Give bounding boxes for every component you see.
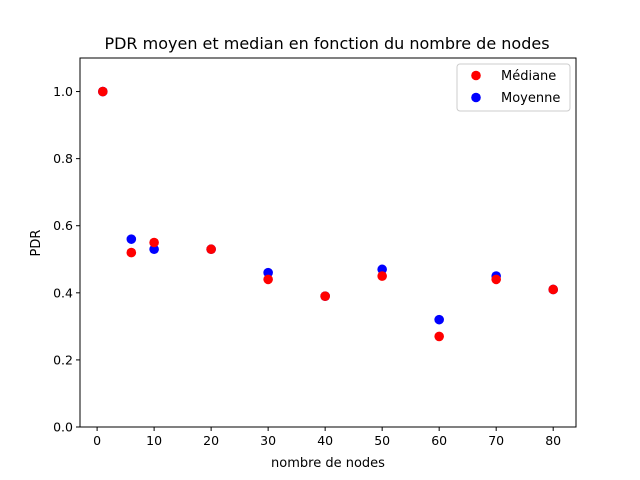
point-moyenne: [434, 314, 444, 325]
point-moyenne: [263, 267, 273, 278]
y-tick-label: 0.8: [53, 151, 73, 166]
legend-box: [456, 63, 571, 112]
y-tick-label: 0.2: [53, 352, 73, 367]
x-axis-ticks: 0 10 20 30 40 50 60 70 80: [93, 427, 561, 448]
point-mediane: [491, 274, 501, 285]
x-tick-label: 20: [203, 433, 219, 448]
point-mediane: [98, 86, 108, 97]
data-points: [98, 86, 558, 342]
y-tick-label: 1.0: [53, 84, 73, 99]
x-tick-label: 0: [93, 433, 101, 448]
x-tick-label: 30: [260, 433, 276, 448]
legend-marker: [471, 92, 481, 103]
legend: Médiane Moyenne: [456, 63, 571, 112]
point-mediane: [434, 331, 444, 342]
legend-marker: [471, 70, 481, 81]
x-tick-label: 60: [431, 433, 447, 448]
x-tick-label: 40: [317, 433, 333, 448]
x-tick-label: 50: [374, 433, 390, 448]
x-tick-label: 10: [146, 433, 162, 448]
point-moyenne: [377, 264, 387, 275]
x-axis-label: nombre de nodes: [271, 456, 385, 471]
point-mediane: [548, 284, 558, 295]
x-tick-label: 80: [545, 433, 561, 448]
plot-frame: [79, 57, 577, 428]
point-moyenne: [149, 244, 159, 255]
point-mediane: [263, 274, 273, 285]
point-mediane: [126, 247, 137, 258]
chart-title: PDR moyen et median en fonction du nombr…: [104, 34, 549, 53]
point-mediane: [320, 291, 330, 301]
legend-entry: Médiane: [501, 69, 556, 84]
y-tick-label: 0.4: [53, 285, 73, 300]
point-mediane: [149, 237, 159, 248]
x-tick-label: 70: [488, 433, 504, 448]
point-mediane: [206, 244, 216, 255]
y-tick-label: 0.0: [53, 420, 73, 435]
y-tick-label: 0.6: [53, 218, 73, 233]
point-moyenne: [126, 234, 137, 244]
legend-entry: Moyenne: [501, 91, 560, 106]
y-axis-label: PDR: [29, 230, 44, 257]
point-mediane: [377, 271, 387, 281]
y-axis-ticks: 0.0 0.2 0.4 0.6 0.8 1.0: [53, 84, 80, 435]
